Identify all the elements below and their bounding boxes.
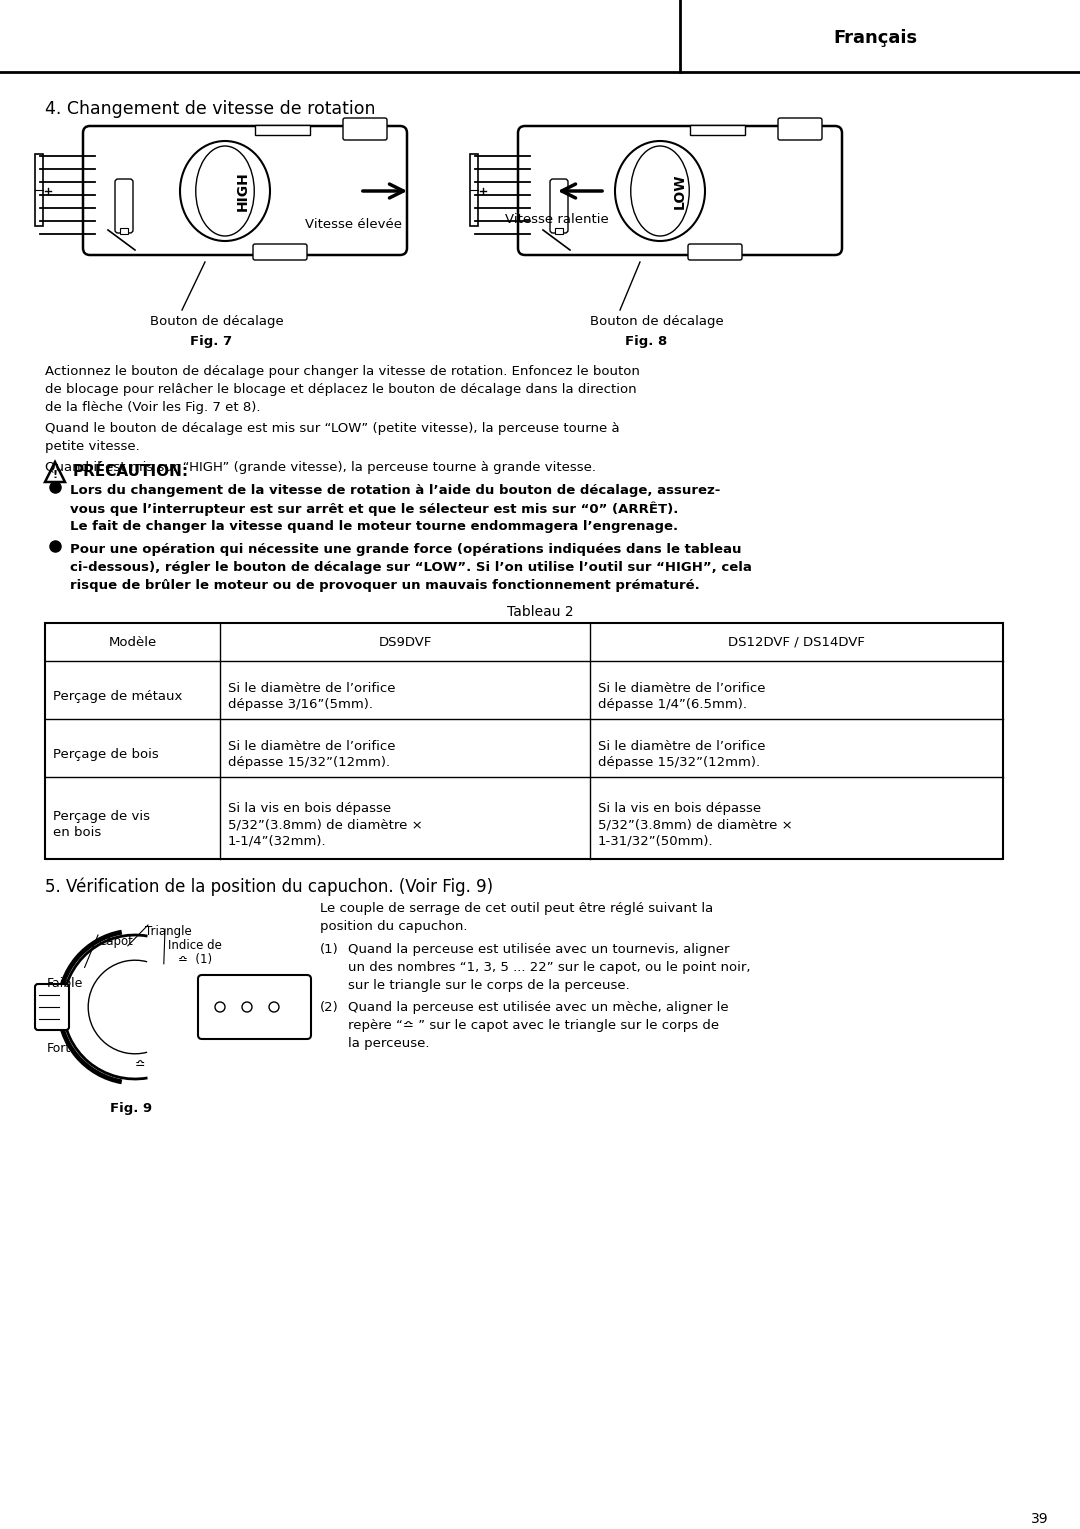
- Bar: [35, 154, 43, 226]
- Text: Bouton de décalage: Bouton de décalage: [150, 315, 284, 329]
- Text: PRÉCAUTION:: PRÉCAUTION:: [73, 463, 189, 479]
- Text: Perçage de vis: Perçage de vis: [53, 810, 150, 823]
- Text: HIGH: HIGH: [237, 171, 249, 211]
- Text: Tableau 2: Tableau 2: [507, 605, 573, 619]
- Ellipse shape: [180, 141, 270, 242]
- Text: Fig. 8: Fig. 8: [625, 335, 667, 349]
- Text: sur le triangle sur le corps de la perceuse.: sur le triangle sur le corps de la perce…: [348, 979, 630, 992]
- Text: 5/32”(3.8mm) de diamètre ×: 5/32”(3.8mm) de diamètre ×: [598, 818, 793, 830]
- FancyBboxPatch shape: [253, 245, 307, 260]
- Text: ≏  (1): ≏ (1): [178, 953, 212, 966]
- Text: Si le diamètre de l’orifice: Si le diamètre de l’orifice: [228, 682, 395, 696]
- Text: Si la vis en bois dépasse: Si la vis en bois dépasse: [228, 803, 391, 815]
- Text: Perçage de métaux: Perçage de métaux: [53, 690, 183, 703]
- FancyBboxPatch shape: [114, 179, 133, 232]
- Text: DS12DVF / DS14DVF: DS12DVF / DS14DVF: [728, 636, 865, 648]
- Bar: [45, 622, 1003, 859]
- Text: 4. Changement de vitesse de rotation: 4. Changement de vitesse de rotation: [45, 99, 376, 118]
- Text: ≏: ≏: [135, 1058, 145, 1070]
- FancyBboxPatch shape: [778, 118, 822, 141]
- Text: !: !: [53, 469, 57, 480]
- Text: Bouton de décalage: Bouton de décalage: [590, 315, 724, 329]
- Text: position du capuchon.: position du capuchon.: [320, 920, 468, 933]
- Bar: [555, 228, 563, 234]
- Text: vous que l’interrupteur est sur arrêt et que le sélecteur est mis sur “0” (ARRÊT: vous que l’interrupteur est sur arrêt et…: [70, 502, 678, 517]
- Text: Modèle: Modèle: [108, 636, 157, 648]
- Text: Fig. 9: Fig. 9: [110, 1102, 152, 1115]
- Text: (2): (2): [320, 1001, 339, 1014]
- Text: Si le diamètre de l’orifice: Si le diamètre de l’orifice: [598, 682, 766, 696]
- FancyBboxPatch shape: [343, 118, 387, 141]
- Text: ci-dessous), régler le bouton de décalage sur “LOW”. Si l’on utilise l’outil sur: ci-dessous), régler le bouton de décalag…: [70, 561, 752, 573]
- Text: Triangle: Triangle: [145, 925, 192, 937]
- Text: dépasse 3/16”(5mm).: dépasse 3/16”(5mm).: [228, 699, 373, 711]
- Text: Si la vis en bois dépasse: Si la vis en bois dépasse: [598, 803, 761, 815]
- Text: (1): (1): [320, 943, 339, 956]
- Bar: [255, 125, 310, 135]
- Text: dépasse 15/32”(12mm).: dépasse 15/32”(12mm).: [228, 755, 390, 769]
- Text: Vitesse élevée: Vitesse élevée: [305, 219, 402, 231]
- Bar: [120, 228, 129, 234]
- Text: risque de brûler le moteur ou de provoquer un mauvais fonctionnement prématuré.: risque de brûler le moteur ou de provoqu…: [70, 579, 700, 592]
- Text: 1-1/4”(32mm).: 1-1/4”(32mm).: [228, 833, 326, 847]
- Text: 39: 39: [1031, 1512, 1049, 1526]
- Text: Si le diamètre de l’orifice: Si le diamètre de l’orifice: [228, 740, 395, 752]
- Text: 5. Vérification de la position du capuchon. (Voir Fig. 9): 5. Vérification de la position du capuch…: [45, 878, 494, 896]
- Text: DS9DVF: DS9DVF: [378, 636, 432, 648]
- Text: Quand le bouton de décalage est mis sur “LOW” (petite vitesse), la perceuse tour: Quand le bouton de décalage est mis sur …: [45, 422, 620, 434]
- FancyBboxPatch shape: [518, 125, 842, 255]
- Text: Français: Français: [833, 29, 917, 47]
- Text: Fig. 7: Fig. 7: [190, 335, 232, 349]
- FancyBboxPatch shape: [550, 179, 568, 232]
- FancyBboxPatch shape: [198, 976, 311, 1040]
- Text: 1-31/32”(50mm).: 1-31/32”(50mm).: [598, 833, 714, 847]
- Text: Indice de: Indice de: [168, 939, 221, 953]
- FancyBboxPatch shape: [35, 985, 69, 1031]
- FancyBboxPatch shape: [83, 125, 407, 255]
- Ellipse shape: [631, 145, 689, 235]
- Text: Capot: Capot: [98, 936, 133, 948]
- Text: Quand il est mis sur “HIGH” (grande vitesse), la perceuse tourne à grande vitess: Quand il est mis sur “HIGH” (grande vite…: [45, 462, 596, 474]
- Text: petite vitesse.: petite vitesse.: [45, 440, 139, 453]
- Text: Quand la perceuse est utilisée avec un mèche, aligner le: Quand la perceuse est utilisée avec un m…: [348, 1001, 729, 1014]
- Text: Faible: Faible: [48, 977, 83, 989]
- Text: la perceuse.: la perceuse.: [348, 1037, 430, 1050]
- Text: Vitesse ralentie: Vitesse ralentie: [505, 213, 609, 226]
- Text: Fort: Fort: [48, 1041, 71, 1055]
- Text: repère “≏ ” sur le capot avec le triangle sur le corps de: repère “≏ ” sur le capot avec le triangl…: [348, 1018, 719, 1032]
- Text: Lors du changement de la vitesse de rotation à l’aide du bouton de décalage, ass: Lors du changement de la vitesse de rota…: [70, 485, 720, 497]
- Text: Actionnez le bouton de décalage pour changer la vitesse de rotation. Enfoncez le: Actionnez le bouton de décalage pour cha…: [45, 365, 639, 378]
- Text: Si le diamètre de l’orifice: Si le diamètre de l’orifice: [598, 740, 766, 752]
- FancyBboxPatch shape: [688, 245, 742, 260]
- Text: LOW: LOW: [673, 173, 687, 209]
- Text: Pour une opération qui nécessite une grande force (opérations indiquées dans le : Pour une opération qui nécessite une gra…: [70, 543, 742, 557]
- Text: en bois: en bois: [53, 826, 102, 839]
- Ellipse shape: [615, 141, 705, 242]
- Text: Le couple de serrage de cet outil peut être réglé suivant la: Le couple de serrage de cet outil peut ê…: [320, 902, 713, 914]
- Text: de la flèche (Voir les Fig. 7 et 8).: de la flèche (Voir les Fig. 7 et 8).: [45, 401, 260, 414]
- Text: Le fait de changer la vitesse quand le moteur tourne endommagera l’engrenage.: Le fait de changer la vitesse quand le m…: [70, 520, 678, 534]
- Text: Quand la perceuse est utilisée avec un tournevis, aligner: Quand la perceuse est utilisée avec un t…: [348, 943, 729, 956]
- Ellipse shape: [195, 145, 254, 235]
- Text: un des nombres “1, 3, 5 ... 22” sur le capot, ou le point noir,: un des nombres “1, 3, 5 ... 22” sur le c…: [348, 962, 751, 974]
- Text: de blocage pour relâcher le blocage et déplacez le bouton de décalage dans la di: de blocage pour relâcher le blocage et d…: [45, 382, 636, 396]
- Bar: [690, 125, 745, 135]
- Text: Perçage de bois: Perçage de bois: [53, 748, 159, 761]
- Text: dépasse 1/4”(6.5mm).: dépasse 1/4”(6.5mm).: [598, 699, 747, 711]
- Bar: [470, 154, 478, 226]
- Text: dépasse 15/32”(12mm).: dépasse 15/32”(12mm).: [598, 755, 760, 769]
- Text: 5/32”(3.8mm) de diamètre ×: 5/32”(3.8mm) de diamètre ×: [228, 818, 422, 830]
